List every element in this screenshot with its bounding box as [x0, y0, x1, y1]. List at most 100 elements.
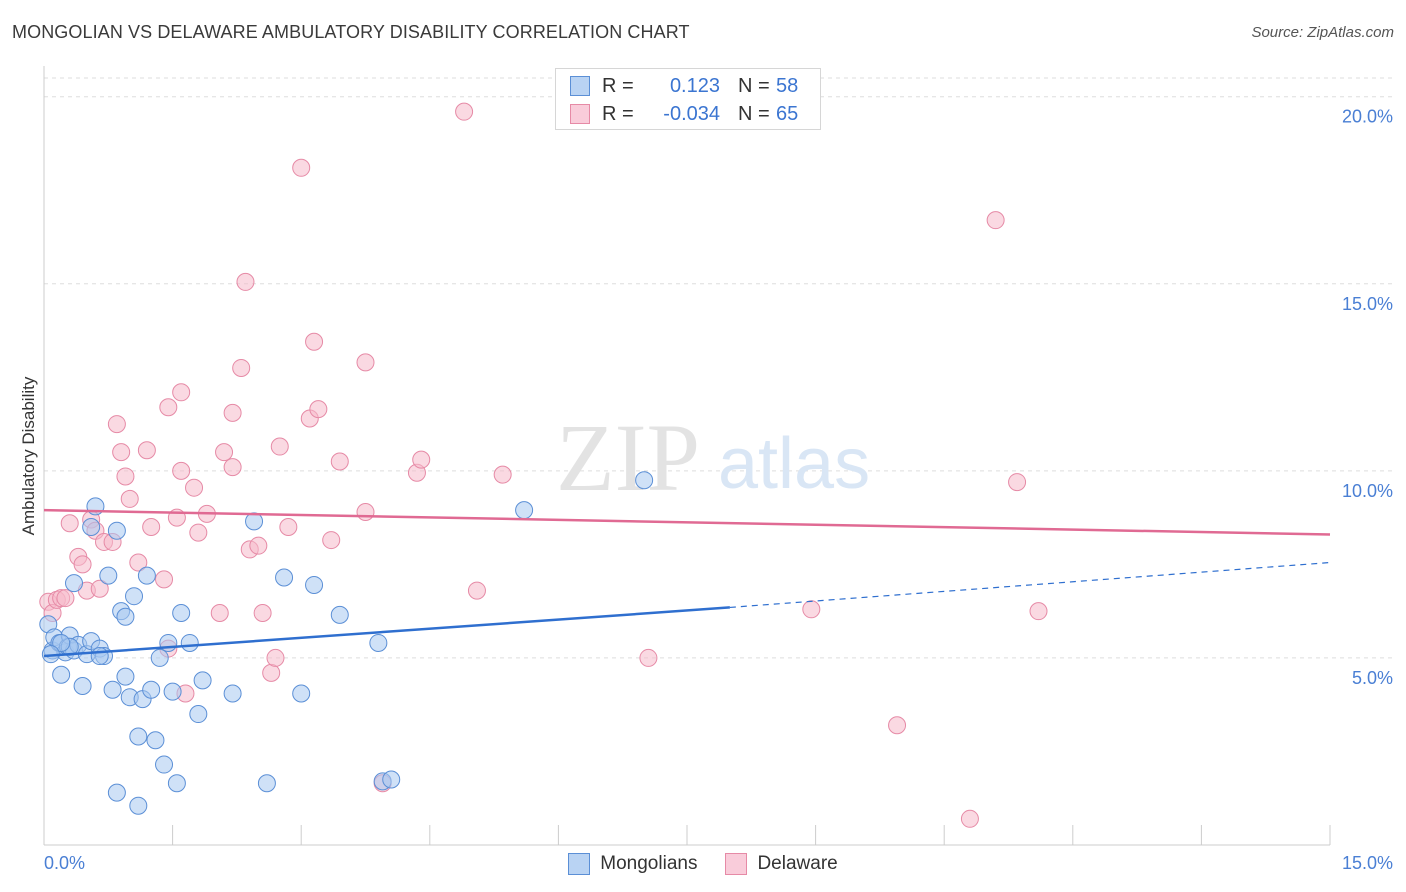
r-value: -0.034 — [663, 102, 720, 125]
mongolians-point — [137, 566, 156, 585]
mongolians-point — [155, 755, 174, 774]
legend-item-delaware: Delaware — [725, 853, 838, 875]
mongolians-point — [82, 517, 101, 536]
mongolians-point — [163, 682, 182, 701]
chart-title: MONGOLIAN VS DELAWARE AMBULATORY DISABIL… — [12, 22, 690, 42]
chart-source: Source: ZipAtlas.com — [1251, 24, 1394, 41]
delaware-point — [493, 465, 512, 484]
r-label: R = — [602, 102, 634, 125]
x-tick-label: 15.0% — [1342, 853, 1393, 873]
delaware-point — [236, 272, 255, 291]
mongolians-point — [369, 633, 388, 652]
delaware-point — [112, 443, 131, 462]
n-label: N = — [738, 74, 770, 97]
delaware-legend-label: Delaware — [757, 853, 838, 874]
delaware-point — [639, 648, 658, 667]
mongolians-point — [330, 605, 349, 624]
delaware-point — [309, 400, 328, 419]
delaware-point — [172, 383, 191, 402]
mongolians-point — [635, 471, 654, 490]
delaware-point — [172, 461, 191, 480]
mongolians-point — [167, 774, 186, 793]
mongolians-point — [515, 501, 534, 520]
mongolians-point — [193, 671, 212, 690]
delaware-point — [412, 450, 431, 469]
n-value: 65 — [776, 102, 799, 125]
mongolians-trendline — [43, 606, 730, 658]
r-label: R = — [602, 74, 634, 97]
delaware-point — [116, 467, 135, 486]
series-legend: Mongolians Delaware — [0, 851, 1406, 877]
mongolians-point — [189, 705, 208, 724]
delaware-point — [1008, 473, 1027, 492]
mongolians-point — [223, 684, 242, 703]
delaware-point — [249, 536, 268, 555]
legend-item-mongolians: Mongolians — [568, 853, 697, 875]
watermark-zip: ZIP — [556, 404, 700, 511]
delaware-point — [960, 809, 979, 828]
mongolians-point — [305, 575, 324, 594]
mongolians-trendline-extension — [729, 561, 1331, 609]
mongolians-point — [125, 587, 144, 606]
legend-row-delaware: R = -0.034 N = 65 — [570, 100, 798, 128]
mongolians-point — [180, 633, 199, 652]
y-axis-label: Ambulatory Disability — [19, 376, 38, 535]
delaware-swatch — [570, 104, 590, 124]
delaware-point — [802, 600, 821, 619]
delaware-point — [356, 503, 375, 522]
mongolians-point — [65, 574, 84, 593]
mongolians-point — [116, 607, 135, 626]
delaware-point — [223, 458, 242, 477]
mongolians-point — [99, 566, 118, 585]
mongolians-point — [146, 731, 165, 750]
mongolians-point — [292, 684, 311, 703]
delaware-point — [232, 358, 251, 377]
delaware-point — [142, 517, 161, 536]
delaware-point — [356, 353, 375, 372]
delaware-point — [107, 415, 126, 434]
mongolians-point — [107, 783, 126, 802]
delaware-point — [159, 398, 178, 417]
n-label: N = — [738, 102, 770, 125]
delaware-point — [455, 102, 474, 121]
delaware-point — [73, 555, 92, 574]
legend-row-mongolians: R = 0.123 N = 58 — [570, 72, 798, 100]
delaware-point — [292, 158, 311, 177]
n-value: 58 — [776, 74, 799, 97]
mongolians-point — [129, 727, 148, 746]
y-tick-label: 5.0% — [1352, 668, 1393, 688]
delaware-point — [270, 437, 289, 456]
delaware-series — [39, 102, 1048, 828]
delaware-legend-swatch — [725, 853, 748, 875]
mongolians-point — [116, 667, 135, 686]
delaware-point — [60, 514, 79, 533]
delaware-trendline — [43, 508, 1331, 536]
x-tick-label: 0.0% — [44, 853, 85, 873]
delaware-point — [90, 579, 109, 598]
mongolians-swatch — [570, 76, 590, 96]
delaware-point — [322, 531, 341, 550]
mongolians-point — [52, 665, 71, 684]
mongolians-series — [39, 471, 654, 815]
mongolians-point — [142, 680, 161, 699]
delaware-point — [1029, 602, 1048, 621]
mongolians-point — [275, 568, 294, 587]
delaware-point — [986, 211, 1005, 230]
mongolians-point — [90, 647, 109, 666]
mongolians-point — [73, 676, 92, 695]
delaware-point — [129, 553, 148, 572]
delaware-point — [189, 523, 208, 542]
delaware-point — [210, 604, 229, 623]
watermark-atlas: atlas — [718, 424, 870, 504]
mongolians-point — [150, 648, 169, 667]
delaware-point — [888, 716, 907, 735]
delaware-point — [279, 517, 298, 536]
delaware-point — [155, 570, 174, 589]
mongolians-point — [172, 604, 191, 623]
mongolians-point — [103, 680, 122, 699]
delaware-point — [305, 332, 324, 351]
y-tick-label: 20.0% — [1342, 107, 1393, 127]
delaware-point — [215, 443, 234, 462]
mongolians-point — [107, 521, 126, 540]
